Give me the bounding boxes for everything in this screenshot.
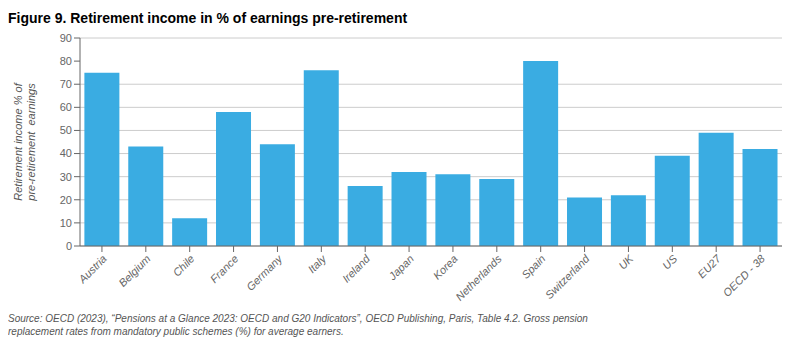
svg-text:10: 10	[60, 217, 72, 229]
svg-text:Chile: Chile	[170, 252, 196, 278]
svg-text:Spain: Spain	[519, 252, 547, 280]
svg-text:Germany: Germany	[244, 251, 286, 293]
html-text:Figure 9. Retirement income in: Figure 9. Retirement income in % of earn…	[8, 10, 408, 26]
svg-text:50: 50	[60, 124, 72, 136]
svg-text:Japan: Japan	[386, 252, 416, 282]
svg-text:20: 20	[60, 194, 72, 206]
svg-text:70: 70	[60, 78, 72, 90]
svg-text:0: 0	[66, 240, 72, 252]
svg-text:Italy: Italy	[305, 251, 329, 275]
svg-text:40: 40	[60, 147, 72, 159]
svg-text:OECD - 38: OECD - 38	[720, 252, 767, 299]
svg-text:France: France	[208, 252, 241, 285]
svg-text:Austria: Austria	[75, 252, 108, 285]
svg-text:90: 90	[60, 32, 72, 44]
svg-text:EU27: EU27	[695, 252, 724, 281]
svg-text:60: 60	[60, 101, 72, 113]
html-text:Source: OECD (2023), “Pensions: Source: OECD (2023), “Pensions at a Glan…	[8, 313, 588, 337]
svg-text:Netherlands: Netherlands	[453, 252, 504, 303]
svg-text:30: 30	[60, 171, 72, 183]
svg-text:Korea: Korea	[431, 252, 460, 281]
svg-text:Switzerland: Switzerland	[543, 252, 592, 301]
svg-text:Belgium: Belgium	[116, 252, 153, 289]
svg-text:80: 80	[60, 55, 72, 67]
svg-text:Retirement income % ofpre-reti: Retirement income % ofpre-retirement ear…	[12, 82, 37, 201]
svg-text:US: US	[660, 252, 680, 272]
svg-text:Ireland: Ireland	[340, 252, 373, 285]
svg-text:UK: UK	[616, 252, 636, 272]
